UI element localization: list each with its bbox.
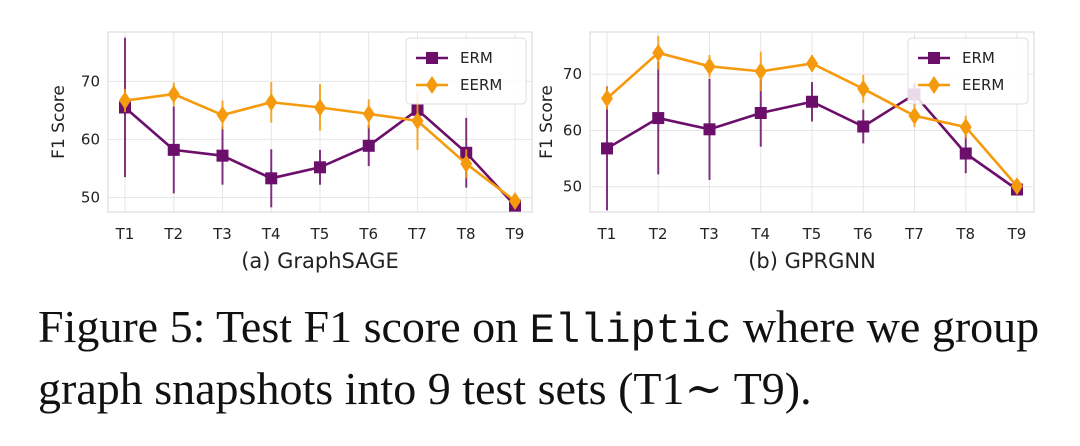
data-point-marker [314,98,326,117]
data-point-marker [703,123,716,136]
data-point-marker [908,106,921,125]
data-point-marker [754,62,767,81]
subcaption: (a) GraphSAGE [241,249,399,273]
legend-marker [426,52,438,64]
legend-label: ERM [460,49,493,67]
data-point-marker [601,89,613,108]
y-tick-label: 70 [81,72,100,90]
data-point-marker [601,142,613,155]
x-tick-label: T7 [407,225,427,243]
y-tick-label: 60 [563,121,582,139]
caption-suffix: where we group graph snapshots into 9 te… [38,301,1040,414]
data-point-marker [265,93,278,112]
data-point-marker [362,139,375,152]
data-point-marker [959,118,972,137]
data-point-marker [652,43,665,62]
data-point-marker [959,147,972,160]
x-tick-label: T2 [648,225,668,243]
legend: ERM EERM [405,37,527,105]
data-point-marker [754,107,767,119]
data-point-marker [216,106,229,125]
x-tick-label: T5 [310,225,330,243]
legend-label: ERM [962,49,995,67]
figure-caption: Figure 5: Test F1 score on Elliptic wher… [38,298,1068,418]
chart-panel-b: 50 60 70 T1 T2 T3 T4 T5 T6 T7 T8 T9 F1 Score ERM EERM (… [537,31,1035,273]
y-tick-label: 50 [81,188,100,206]
data-point-marker [460,154,473,173]
x-tick-label: T9 [1007,225,1027,243]
x-tick-label: T2 [163,225,183,243]
x-tick-label: T8 [456,225,476,243]
x-tick-label: T3 [212,225,232,243]
data-point-marker [806,95,818,108]
data-point-marker [167,143,180,156]
figure-panels: 50 60 70 T1 T2 T3 T4 T5 T6 T7 T8 T9 F1 Score ERM EERM (… [49,31,1035,273]
data-point-marker [167,85,180,104]
data-point-marker [509,191,521,210]
x-tick-label: T9 [505,225,525,243]
x-tick-label: T7 [904,225,924,243]
data-point-marker [119,91,131,110]
x-tick-label: T6 [853,225,873,243]
x-tick-label: T8 [955,225,975,243]
x-tick-label: T4 [261,225,281,243]
x-tick-label: T5 [802,225,822,243]
chart-panel-a: 50 60 70 T1 T2 T3 T4 T5 T6 T7 T8 T9 F1 Score ERM EERM (… [49,31,533,273]
y-tick-label: 50 [563,178,582,196]
data-point-marker [806,54,818,73]
x-tick-label: T1 [597,225,617,243]
y-tick-label: 60 [81,130,100,148]
caption-dataset: Elliptic [529,307,732,355]
subcaption: (b) GPRGNN [748,249,876,273]
y-tick-label: 70 [563,65,582,83]
data-point-marker [652,112,665,125]
x-tick-label: T3 [699,225,719,243]
legend-box [907,37,1029,105]
data-point-marker [857,79,870,98]
data-point-marker [703,57,716,76]
x-tick-label: T4 [750,225,770,243]
legend-box [405,37,527,105]
series-eerm [119,81,521,210]
data-point-marker [1011,177,1023,196]
series-eerm [601,35,1023,196]
data-point-marker [857,120,870,133]
data-point-marker [411,111,424,130]
caption-prefix: Figure 5: Test F1 score on [38,301,530,352]
legend: ERM EERM [907,37,1029,105]
data-point-marker [216,149,229,162]
legend-label: EERM [460,76,502,94]
legend-label: EERM [962,76,1004,94]
legend-marker [928,76,940,94]
legend-marker [928,52,940,64]
data-point-marker [265,172,278,185]
y-axis-label: F1 Score [49,85,69,159]
x-tick-label: T6 [358,225,378,243]
legend-marker [426,76,438,94]
x-tick-label: T1 [115,225,135,243]
data-point-marker [362,104,375,123]
data-point-marker [314,161,326,174]
y-axis-label: F1 Score [537,85,557,159]
